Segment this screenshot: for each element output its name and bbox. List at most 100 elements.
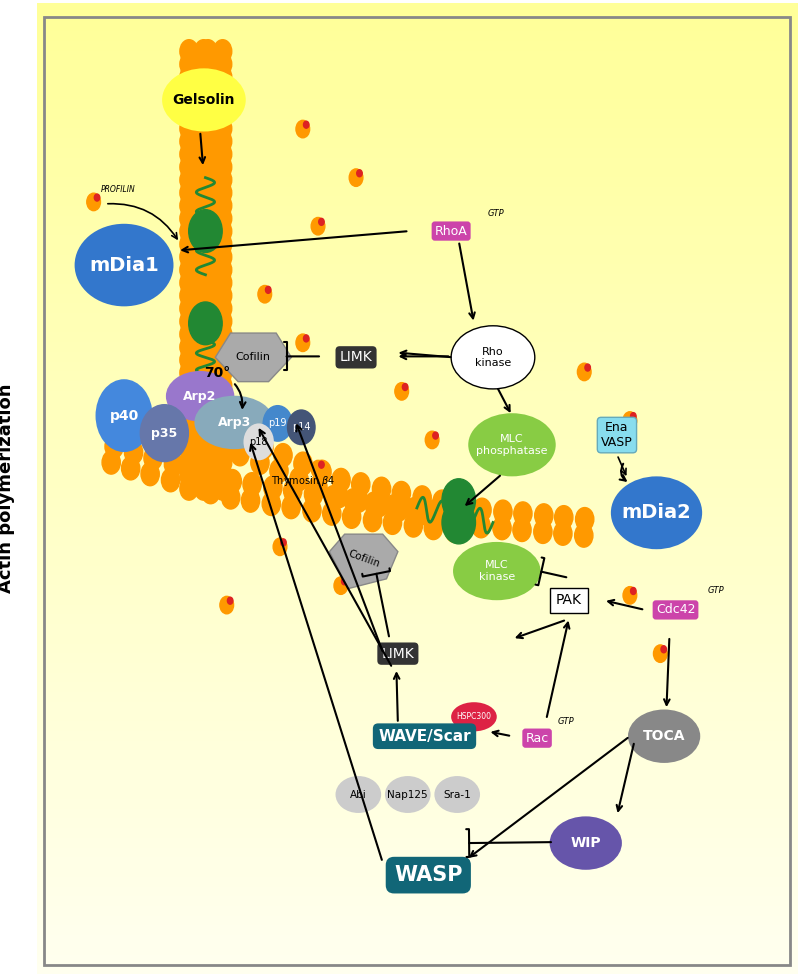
Circle shape bbox=[180, 439, 198, 461]
Text: Arp3: Arp3 bbox=[218, 416, 251, 429]
Text: Rac: Rac bbox=[526, 732, 549, 744]
Circle shape bbox=[180, 194, 198, 217]
Circle shape bbox=[661, 646, 666, 653]
Circle shape bbox=[214, 322, 232, 346]
Circle shape bbox=[214, 374, 232, 398]
Circle shape bbox=[122, 456, 140, 480]
Circle shape bbox=[180, 425, 198, 448]
Circle shape bbox=[180, 143, 198, 166]
Circle shape bbox=[199, 130, 217, 153]
Circle shape bbox=[194, 348, 213, 371]
Circle shape bbox=[199, 387, 217, 410]
Circle shape bbox=[623, 411, 637, 429]
Circle shape bbox=[385, 494, 403, 518]
Circle shape bbox=[199, 194, 217, 217]
Circle shape bbox=[365, 492, 383, 516]
Circle shape bbox=[199, 322, 217, 346]
Circle shape bbox=[214, 477, 232, 500]
Circle shape bbox=[180, 155, 198, 179]
Text: GTP: GTP bbox=[707, 586, 724, 595]
Circle shape bbox=[442, 501, 475, 544]
Circle shape bbox=[180, 117, 198, 140]
Text: PROFILIN: PROFILIN bbox=[102, 186, 136, 194]
Circle shape bbox=[630, 587, 636, 594]
Text: MLC
phosphatase: MLC phosphatase bbox=[476, 434, 548, 455]
Ellipse shape bbox=[611, 477, 702, 549]
Circle shape bbox=[258, 285, 272, 303]
Circle shape bbox=[194, 297, 213, 320]
Circle shape bbox=[214, 425, 232, 448]
Circle shape bbox=[214, 91, 232, 114]
Circle shape bbox=[472, 515, 490, 537]
Text: Cdc42: Cdc42 bbox=[656, 604, 695, 616]
Ellipse shape bbox=[243, 423, 274, 460]
Circle shape bbox=[411, 502, 429, 526]
Circle shape bbox=[194, 425, 213, 448]
Circle shape bbox=[214, 412, 232, 436]
Text: mDia2: mDia2 bbox=[622, 503, 691, 523]
Circle shape bbox=[585, 364, 590, 371]
Circle shape bbox=[141, 462, 159, 486]
Circle shape bbox=[194, 181, 213, 204]
Circle shape bbox=[180, 91, 198, 114]
Text: Abi: Abi bbox=[350, 789, 366, 799]
Circle shape bbox=[324, 486, 342, 509]
Circle shape bbox=[214, 245, 232, 269]
Circle shape bbox=[214, 53, 232, 76]
Circle shape bbox=[452, 511, 470, 534]
Circle shape bbox=[494, 500, 512, 524]
Circle shape bbox=[309, 476, 327, 499]
Circle shape bbox=[214, 310, 232, 333]
Circle shape bbox=[180, 207, 198, 231]
Text: GTP: GTP bbox=[488, 209, 504, 219]
Circle shape bbox=[242, 488, 260, 512]
Circle shape bbox=[199, 464, 217, 488]
Circle shape bbox=[390, 497, 409, 521]
Circle shape bbox=[214, 233, 232, 256]
Text: Actin polymerization: Actin polymerization bbox=[0, 384, 15, 593]
Text: PAK: PAK bbox=[556, 593, 582, 608]
Text: LIMK: LIMK bbox=[382, 647, 414, 660]
Circle shape bbox=[199, 297, 217, 320]
Circle shape bbox=[199, 104, 217, 127]
Circle shape bbox=[180, 245, 198, 269]
Circle shape bbox=[199, 78, 217, 102]
Circle shape bbox=[194, 361, 213, 384]
Circle shape bbox=[311, 218, 325, 234]
Circle shape bbox=[255, 436, 273, 459]
Ellipse shape bbox=[287, 409, 316, 446]
Circle shape bbox=[194, 65, 213, 89]
Circle shape bbox=[180, 310, 198, 333]
Circle shape bbox=[180, 361, 198, 384]
Circle shape bbox=[235, 427, 253, 450]
Circle shape bbox=[180, 40, 198, 63]
Ellipse shape bbox=[385, 776, 430, 813]
Circle shape bbox=[180, 464, 198, 488]
Circle shape bbox=[180, 477, 198, 500]
Circle shape bbox=[199, 335, 217, 359]
Circle shape bbox=[193, 426, 211, 449]
Circle shape bbox=[227, 597, 233, 604]
Circle shape bbox=[383, 511, 402, 534]
Circle shape bbox=[342, 577, 347, 585]
Circle shape bbox=[194, 374, 213, 398]
Circle shape bbox=[274, 444, 292, 467]
Circle shape bbox=[214, 335, 232, 359]
Text: TOCA: TOCA bbox=[643, 729, 686, 743]
Circle shape bbox=[446, 503, 465, 526]
Circle shape bbox=[180, 348, 198, 371]
Circle shape bbox=[194, 284, 213, 308]
Circle shape bbox=[197, 410, 215, 434]
Circle shape bbox=[214, 297, 232, 320]
Ellipse shape bbox=[434, 776, 480, 813]
Circle shape bbox=[194, 104, 213, 127]
Circle shape bbox=[189, 210, 222, 252]
Text: HSPC300: HSPC300 bbox=[457, 712, 491, 721]
Circle shape bbox=[534, 520, 552, 543]
Circle shape bbox=[654, 645, 667, 662]
Circle shape bbox=[194, 207, 213, 231]
Circle shape bbox=[180, 374, 198, 398]
Polygon shape bbox=[330, 534, 398, 588]
Circle shape bbox=[194, 272, 213, 294]
Circle shape bbox=[332, 468, 350, 491]
